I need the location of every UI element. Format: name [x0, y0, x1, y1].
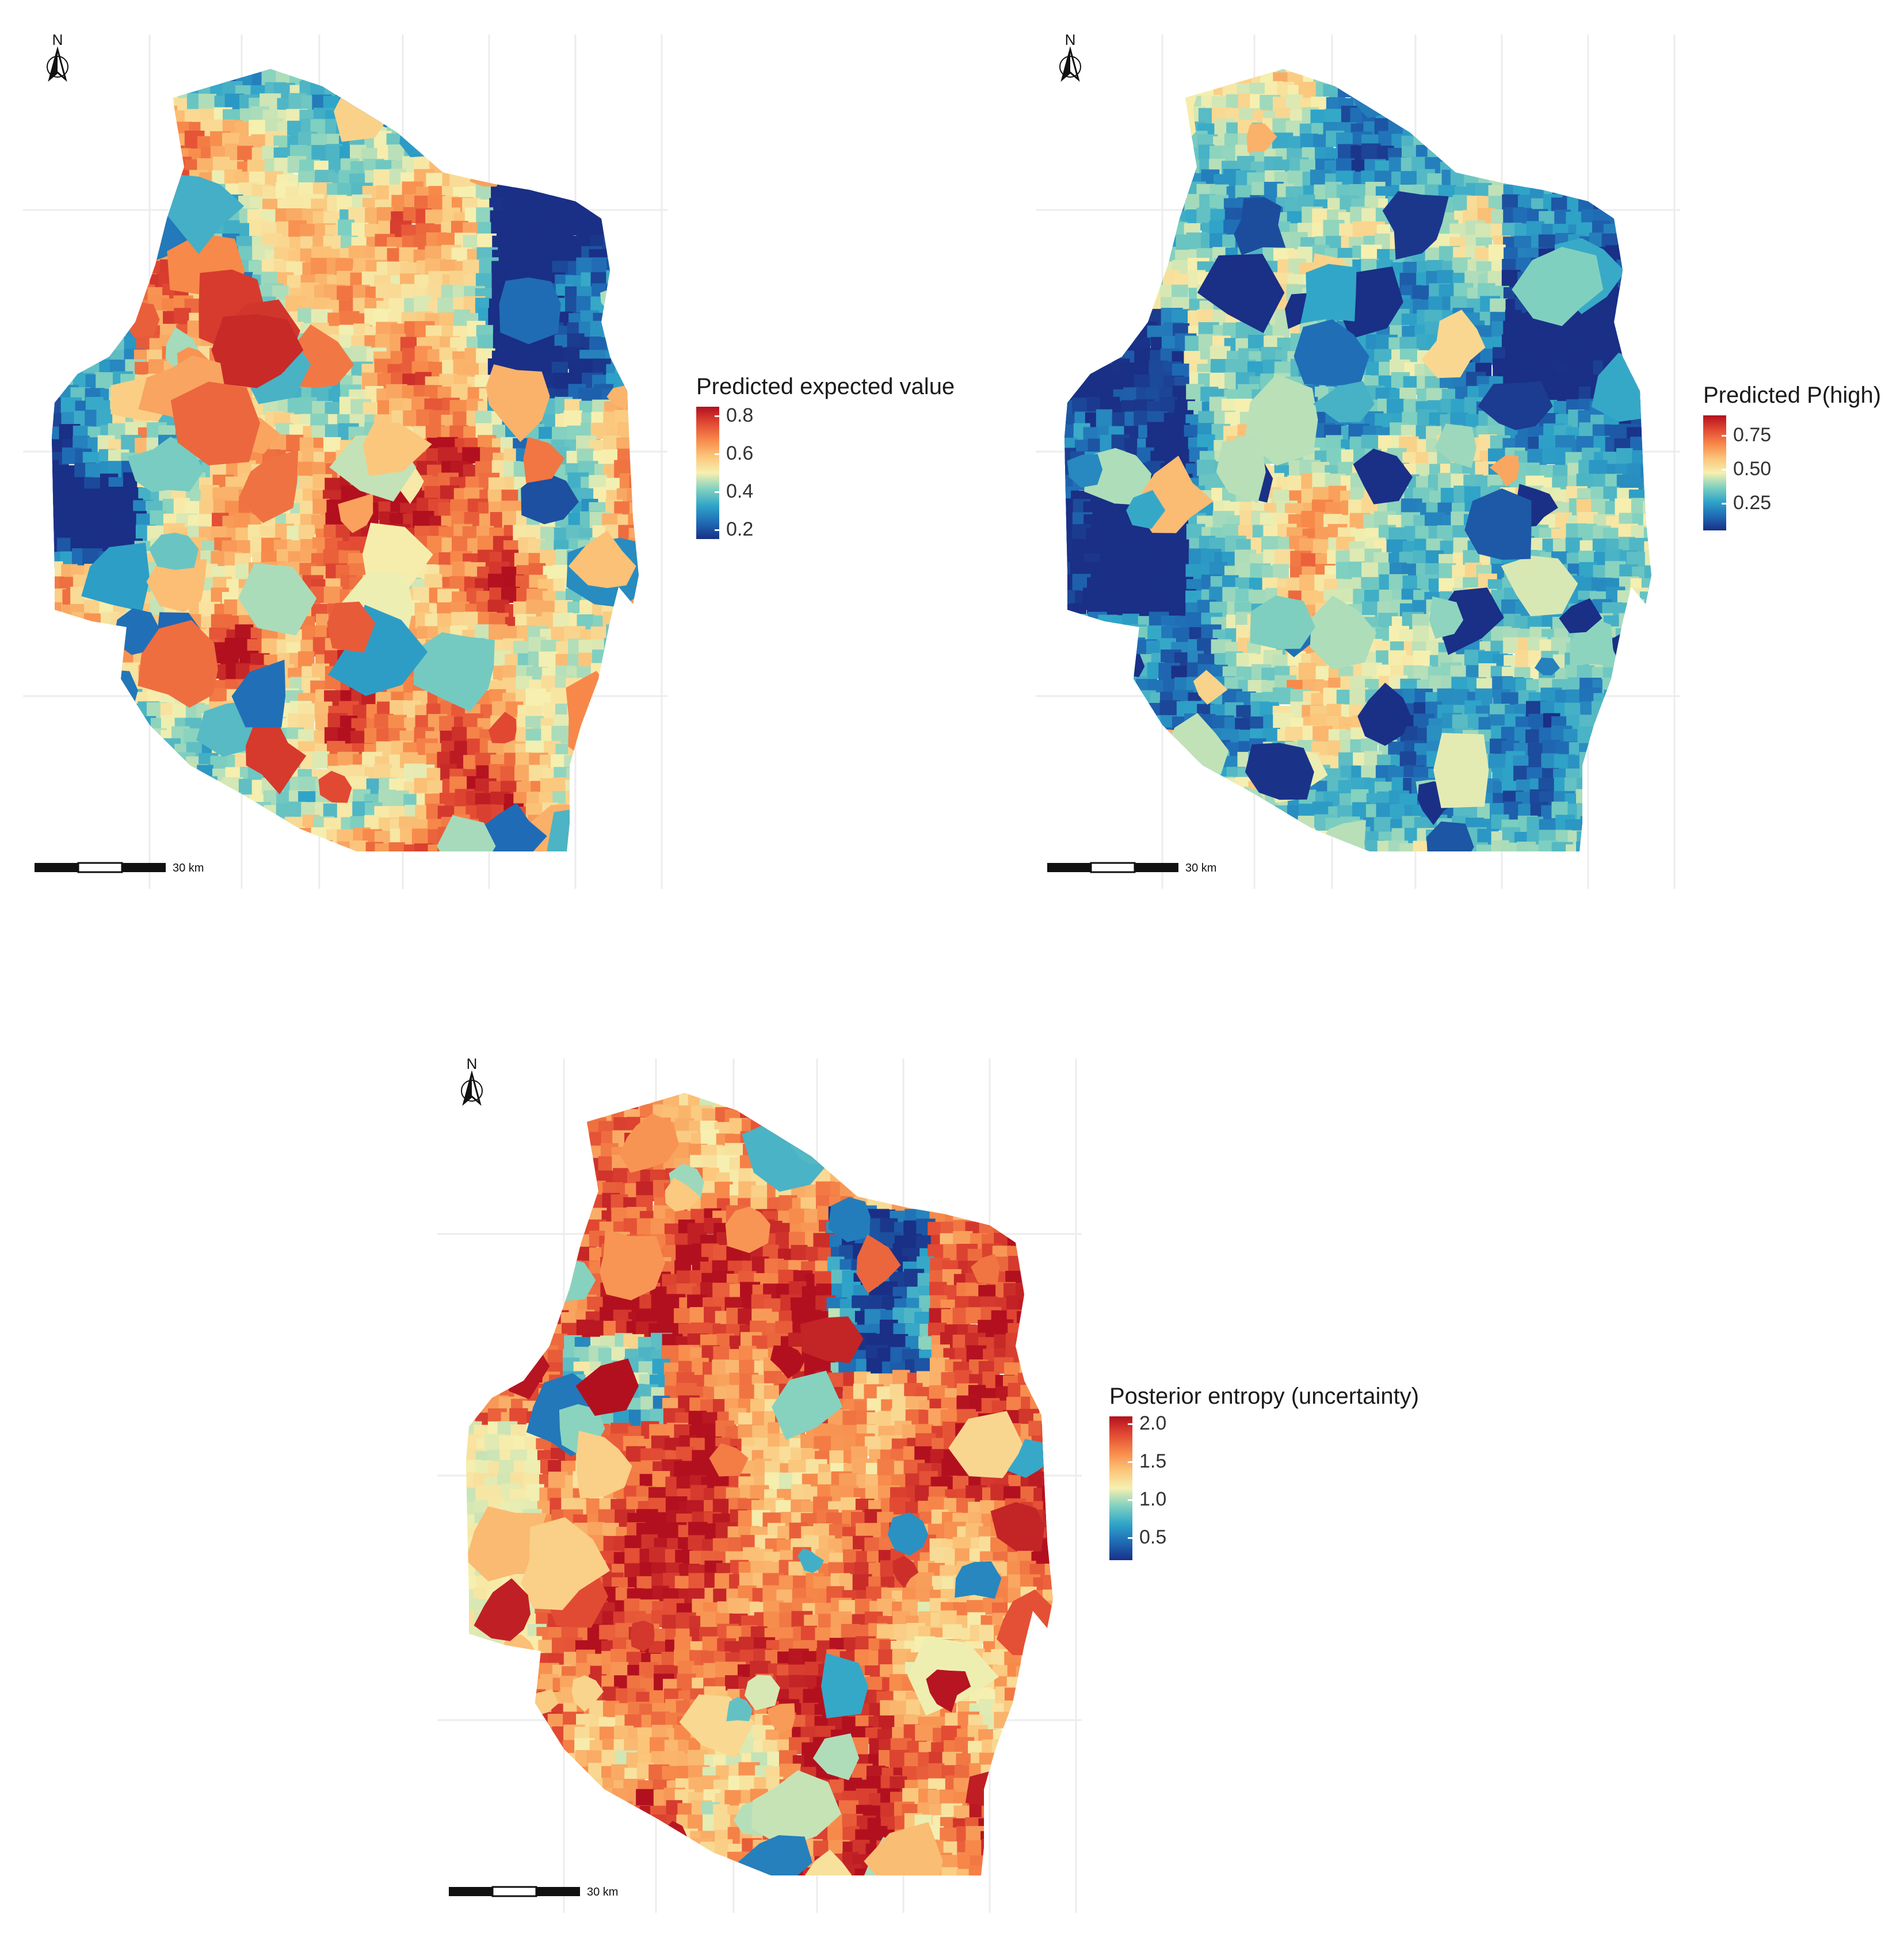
- legend-tickmark: [1128, 1423, 1132, 1426]
- choropleth-regions: [52, 69, 639, 851]
- scale-bar: 30 km: [35, 862, 204, 874]
- north-label: N: [467, 1055, 478, 1072]
- legend-title: Predicted P(high): [1703, 383, 1882, 408]
- legend-tick-label: 1.0: [1139, 1488, 1167, 1510]
- legend-tick-label: 0.6: [726, 442, 754, 465]
- north-label: N: [52, 31, 63, 48]
- legend-tickmark: [715, 453, 719, 456]
- legend-tickmark: [1722, 502, 1726, 505]
- legend-tick-label: 1.5: [1139, 1450, 1167, 1472]
- map-entropy: N 30 km: [437, 1055, 1082, 1913]
- legend-tick-label: 2.0: [1139, 1412, 1167, 1435]
- scale-label: 30 km: [587, 1886, 618, 1898]
- choropleth-regions: [1064, 69, 1651, 851]
- legend-tick-label: 0.2: [726, 518, 754, 540]
- legend-tick-label: 0.4: [726, 480, 754, 502]
- map-panel-expected-value: N 30 km: [0, 0, 679, 897]
- legend-tickmark: [1128, 1499, 1132, 1501]
- north-arrow-icon: N: [1059, 31, 1081, 82]
- legend-colorbar: [1703, 415, 1726, 530]
- scale-bar: 30 km: [1047, 862, 1216, 874]
- legend-tickmark: [1128, 1537, 1132, 1539]
- legend-colorbar: [1109, 1416, 1132, 1560]
- north-arrow-icon: N: [461, 1055, 483, 1106]
- north-label: N: [1065, 31, 1076, 48]
- map-expected-value: N 30 km: [23, 31, 667, 889]
- legend-tickmark: [715, 529, 719, 531]
- legend-title: Predicted expected value: [696, 374, 955, 399]
- legend-tick-label: 0.75: [1733, 424, 1772, 446]
- legend-tickmark: [1128, 1461, 1132, 1463]
- legend-title: Posterior entropy (uncertainty): [1109, 1384, 1420, 1409]
- legend-tick-label: 0.8: [726, 404, 754, 427]
- north-arrow-icon: N: [47, 31, 68, 82]
- legend-tickmark: [715, 415, 719, 418]
- legend-tick-label: 0.5: [1139, 1526, 1167, 1548]
- scale-label: 30 km: [1185, 862, 1216, 874]
- legend-tick-label: 0.50: [1733, 458, 1772, 480]
- choropleth-regions: [466, 1093, 1053, 1875]
- legend-tickmark: [1722, 435, 1726, 437]
- map-panel-p-high: N 30 km: [1013, 0, 1692, 909]
- scale-bar: 30 km: [449, 1886, 618, 1898]
- legend-colorbar: [696, 407, 719, 539]
- legend-expected-value: Predicted expected value 0.8 0.6 0.4 0.2: [696, 374, 955, 540]
- map-panel-entropy: N 30 km: [414, 1024, 1093, 1933]
- legend-tickmark: [1722, 469, 1726, 471]
- legend-entropy: Posterior entropy (uncertainty) 2.0 1.5 1.…: [1109, 1384, 1419, 1560]
- legend-p-high: Predicted P(high) 0.75 0.50 0.25: [1703, 383, 1881, 530]
- legend-tickmark: [715, 491, 719, 493]
- map-p-high: N 30 km: [1036, 31, 1680, 889]
- legend-tick-label: 0.25: [1733, 491, 1772, 514]
- scale-label: 30 km: [173, 862, 204, 874]
